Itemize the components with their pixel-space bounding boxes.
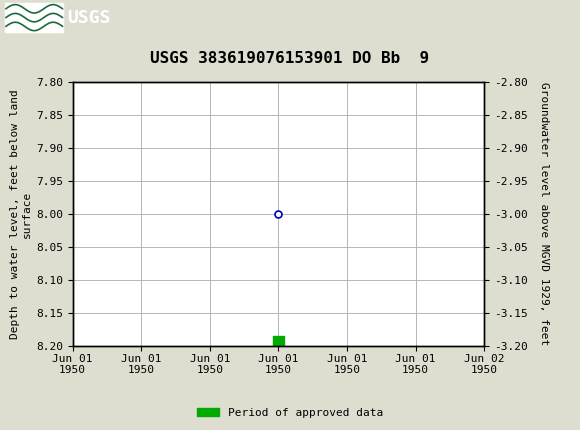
- Bar: [5, 3, 63, 32]
- Text: USGS: USGS: [67, 9, 110, 27]
- Text: USGS 383619076153901 DO Bb  9: USGS 383619076153901 DO Bb 9: [150, 51, 430, 65]
- Y-axis label: Depth to water level, feet below land
surface: Depth to water level, feet below land su…: [10, 89, 32, 339]
- Y-axis label: Groundwater level above MGVD 1929, feet: Groundwater level above MGVD 1929, feet: [539, 82, 549, 346]
- Legend: Period of approved data: Period of approved data: [193, 403, 387, 422]
